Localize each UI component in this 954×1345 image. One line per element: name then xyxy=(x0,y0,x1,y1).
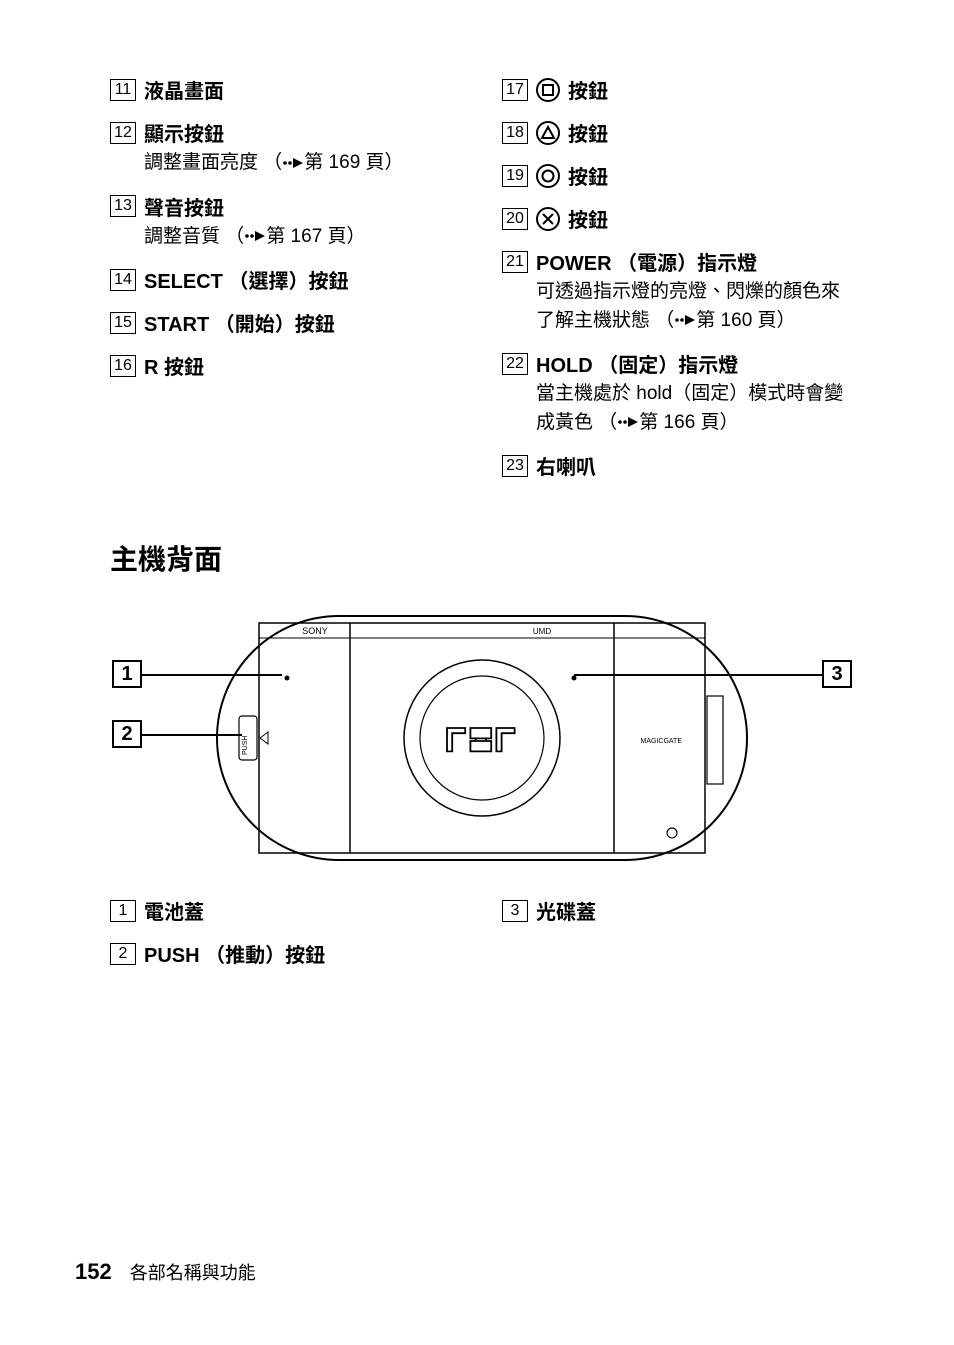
item-number-box: 14 xyxy=(110,269,136,291)
item-title: 21 POWER （電源）指示燈 xyxy=(502,247,854,276)
push-label: PUSH xyxy=(242,736,249,755)
cross-button-icon xyxy=(536,207,560,231)
item-number-box: 13 xyxy=(110,195,136,217)
page-ref-icon xyxy=(617,416,639,428)
item-number-box: 17 xyxy=(502,79,528,101)
lower-left-column: 1 電池蓋 2 PUSH （推動）按鈕 xyxy=(110,896,462,982)
page-number: 152 xyxy=(75,1259,112,1285)
item-title: 19 按鈕 xyxy=(502,161,854,190)
list-item: 3 光碟蓋 xyxy=(502,896,854,925)
magicgate-label: MAGICGATE xyxy=(641,738,683,745)
rear-diagram: SONY UMD PUSH MAGICGATE 1 2 3 xyxy=(112,598,852,878)
item-title: 17 按鈕 xyxy=(502,75,854,104)
item-title: 22 HOLD （固定）指示燈 xyxy=(502,349,854,378)
item-title-text: R 按鈕 xyxy=(144,351,204,380)
lower-right-column: 3 光碟蓋 xyxy=(502,896,854,982)
leader-line xyxy=(142,734,242,736)
item-title-text: 按鈕 xyxy=(568,204,608,233)
right-column: 17 按鈕 18 按鈕 19 按鈕 20 按鈕 21 POWER （電源）指示燈可透過指示燈的亮燈… xyxy=(502,75,854,494)
brand-umd: UMD xyxy=(533,627,551,636)
page-footer: 152 各部名稱與功能 xyxy=(75,1259,256,1285)
item-description: 調整畫面亮度 （第 169 頁） xyxy=(144,149,462,178)
item-title: 23 右喇叭 xyxy=(502,451,854,480)
item-title-text: 按鈕 xyxy=(568,75,608,104)
item-number-box: 2 xyxy=(110,943,136,965)
item-title-text: 顯示按鈕 xyxy=(144,118,224,147)
item-number-box: 21 xyxy=(502,251,528,273)
item-description: 可透過指示燈的亮燈、閃爍的顏色來了解主機狀態 （第 160 頁） xyxy=(536,278,854,335)
list-item: 20 按鈕 xyxy=(502,204,854,233)
list-item: 17 按鈕 xyxy=(502,75,854,104)
item-title-text: START （開始）按鈕 xyxy=(144,308,335,337)
list-item: 11 液晶畫面 xyxy=(110,75,462,104)
list-item: 1 電池蓋 xyxy=(110,896,462,925)
item-number-box: 12 xyxy=(110,122,136,144)
page-ref-icon xyxy=(674,314,696,326)
item-title: 3 光碟蓋 xyxy=(502,896,854,925)
item-title-text: 按鈕 xyxy=(568,161,608,190)
item-number-box: 1 xyxy=(110,900,136,922)
triangle-button-icon xyxy=(536,121,560,145)
item-number-box: 3 xyxy=(502,900,528,922)
list-item: 16 R 按鈕 xyxy=(110,351,462,380)
item-title: 14 SELECT （選擇）按鈕 xyxy=(110,265,462,294)
item-number-box: 23 xyxy=(502,455,528,477)
page-ref-icon xyxy=(244,230,266,242)
page-ref-icon xyxy=(282,157,304,169)
item-description: 調整音質 （第 167 頁） xyxy=(144,223,462,252)
item-title: 20 按鈕 xyxy=(502,204,854,233)
leader-line xyxy=(142,674,282,676)
circle-button-icon xyxy=(536,164,560,188)
list-item: 13 聲音按鈕調整音質 （第 167 頁） xyxy=(110,192,462,252)
leader-line xyxy=(574,674,822,676)
item-title: 11 液晶畫面 xyxy=(110,75,462,104)
item-title-text: 電池蓋 xyxy=(144,896,204,925)
list-item: 22 HOLD （固定）指示燈當主機處於 hold（固定）模式時會變成黃色 （第 … xyxy=(502,349,854,437)
item-number-box: 22 xyxy=(502,353,528,375)
item-title: 16 R 按鈕 xyxy=(110,351,462,380)
item-number-box: 20 xyxy=(502,208,528,230)
list-item: 18 按鈕 xyxy=(502,118,854,147)
list-item: 12 顯示按鈕調整畫面亮度 （第 169 頁） xyxy=(110,118,462,178)
item-number-box: 19 xyxy=(502,165,528,187)
square-button-icon xyxy=(536,78,560,102)
device-rear-svg: SONY UMD PUSH MAGICGATE xyxy=(112,598,852,878)
footer-text: 各部名稱與功能 xyxy=(130,1259,256,1285)
item-title: 13 聲音按鈕 xyxy=(110,192,462,221)
item-title-text: 右喇叭 xyxy=(536,451,596,480)
item-description: 當主機處於 hold（固定）模式時會變成黃色 （第 166 頁） xyxy=(536,380,854,437)
item-number-box: 16 xyxy=(110,355,136,377)
left-column: 11 液晶畫面 12 顯示按鈕調整畫面亮度 （第 169 頁） 13 聲音按鈕調整音質 （… xyxy=(110,75,462,494)
item-title-text: 聲音按鈕 xyxy=(144,192,224,221)
list-item: 15 START （開始）按鈕 xyxy=(110,308,462,337)
item-title: 1 電池蓋 xyxy=(110,896,462,925)
item-title-text: PUSH （推動）按鈕 xyxy=(144,939,325,968)
diagram-callout: 2 xyxy=(112,720,142,748)
item-title-text: 液晶畫面 xyxy=(144,75,224,104)
list-item: 14 SELECT （選擇）按鈕 xyxy=(110,265,462,294)
section-title: 主機背面 xyxy=(110,538,854,578)
item-title-text: SELECT （選擇）按鈕 xyxy=(144,265,348,294)
item-title: 12 顯示按鈕 xyxy=(110,118,462,147)
lower-columns: 1 電池蓋 2 PUSH （推動）按鈕 3 光碟蓋 xyxy=(110,896,854,982)
item-number-box: 15 xyxy=(110,312,136,334)
item-number-box: 11 xyxy=(110,79,136,101)
item-number-box: 18 xyxy=(502,122,528,144)
top-columns: 11 液晶畫面 12 顯示按鈕調整畫面亮度 （第 169 頁） 13 聲音按鈕調整音質 （… xyxy=(110,75,854,494)
diagram-callout: 1 xyxy=(112,660,142,688)
item-title-text: 按鈕 xyxy=(568,118,608,147)
item-title-text: HOLD （固定）指示燈 xyxy=(536,349,738,378)
item-title-text: POWER （電源）指示燈 xyxy=(536,247,757,276)
list-item: 2 PUSH （推動）按鈕 xyxy=(110,939,462,968)
list-item: 19 按鈕 xyxy=(502,161,854,190)
item-title: 18 按鈕 xyxy=(502,118,854,147)
list-item: 23 右喇叭 xyxy=(502,451,854,480)
item-title: 15 START （開始）按鈕 xyxy=(110,308,462,337)
item-title-text: 光碟蓋 xyxy=(536,896,596,925)
item-title: 2 PUSH （推動）按鈕 xyxy=(110,939,462,968)
list-item: 21 POWER （電源）指示燈可透過指示燈的亮燈、閃爍的顏色來了解主機狀態 （第… xyxy=(502,247,854,335)
diagram-callout: 3 xyxy=(822,660,852,688)
brand-sony: SONY xyxy=(302,626,328,636)
